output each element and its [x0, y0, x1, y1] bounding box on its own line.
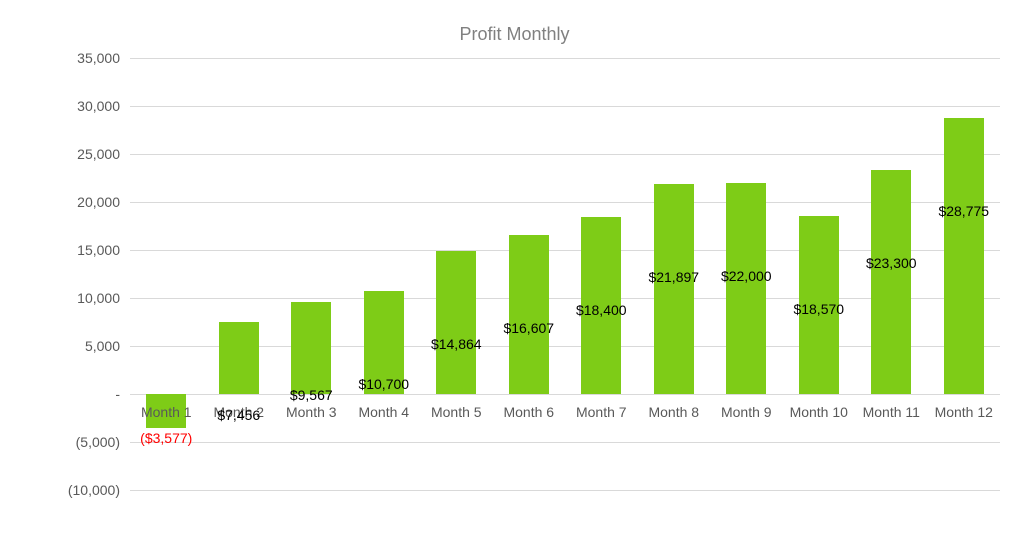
y-axis-label: (10,000)	[68, 482, 130, 498]
data-label: $28,775	[938, 203, 989, 219]
x-axis-label: Month 12	[935, 404, 993, 420]
data-label: $14,864	[431, 336, 482, 352]
x-axis-label: Month 1	[141, 404, 192, 420]
data-label: $16,607	[503, 320, 554, 336]
y-axis-label: -	[115, 386, 130, 402]
x-axis-label: Month 7	[576, 404, 627, 420]
bar-slot: Month 10 $18,570	[783, 58, 856, 490]
bar-slot: Month 5 $14,864	[420, 58, 493, 490]
bar	[436, 251, 476, 394]
data-label: $18,570	[793, 301, 844, 317]
x-axis-label: Month 10	[790, 404, 848, 420]
y-axis-label: 5,000	[85, 338, 130, 354]
x-axis-label: Month 9	[721, 404, 772, 420]
data-label: ($3,577)	[140, 430, 192, 446]
bar-slot: Month 3$9,567	[275, 58, 348, 490]
profit-monthly-chart: Profit Monthly (10,000)(5,000)-5,00010,0…	[0, 0, 1029, 537]
bar-slot: Month 6 $16,607	[493, 58, 566, 490]
data-label: $23,300	[866, 255, 917, 271]
y-axis-label: (5,000)	[76, 434, 130, 450]
bar-slot: Month 4 $10,700	[348, 58, 421, 490]
y-axis-label: 10,000	[77, 290, 130, 306]
plot-area: (10,000)(5,000)-5,00010,00015,00020,0002…	[130, 58, 1000, 490]
data-label: $7,456	[217, 407, 260, 423]
data-label: $22,000	[721, 268, 772, 284]
bar	[944, 118, 984, 394]
data-label: $18,400	[576, 302, 627, 318]
bar	[509, 235, 549, 394]
y-axis-label: 15,000	[77, 242, 130, 258]
y-axis-label: 30,000	[77, 98, 130, 114]
data-label: $21,897	[648, 269, 699, 285]
bar	[291, 302, 331, 394]
bar-slot: Month 7 $18,400	[565, 58, 638, 490]
bar	[871, 170, 911, 394]
chart-title: Profit Monthly	[0, 24, 1029, 45]
bar-slot: Month 11 $23,300	[855, 58, 928, 490]
gridline	[130, 490, 1000, 491]
x-axis-label: Month 6	[503, 404, 554, 420]
data-label: $9,567	[290, 387, 333, 403]
bar-slot: Month 9 $22,000	[710, 58, 783, 490]
bar	[726, 183, 766, 394]
x-axis-label: Month 8	[648, 404, 699, 420]
x-axis-label: Month 5	[431, 404, 482, 420]
y-axis-label: 35,000	[77, 50, 130, 66]
x-axis-label: Month 3	[286, 404, 337, 420]
bar-slot: Month 1 ($3,577)	[130, 58, 203, 490]
y-axis-label: 20,000	[77, 194, 130, 210]
bar-slot: Month 12 $28,775	[928, 58, 1001, 490]
data-label: $10,700	[358, 376, 409, 392]
y-axis-label: 25,000	[77, 146, 130, 162]
x-axis-label: Month 11	[863, 404, 920, 420]
x-axis-label: Month 4	[358, 404, 409, 420]
bar	[654, 184, 694, 394]
bar	[219, 322, 259, 394]
bar-slot: Month 2$7,456	[203, 58, 276, 490]
bar-slot: Month 8 $21,897	[638, 58, 711, 490]
